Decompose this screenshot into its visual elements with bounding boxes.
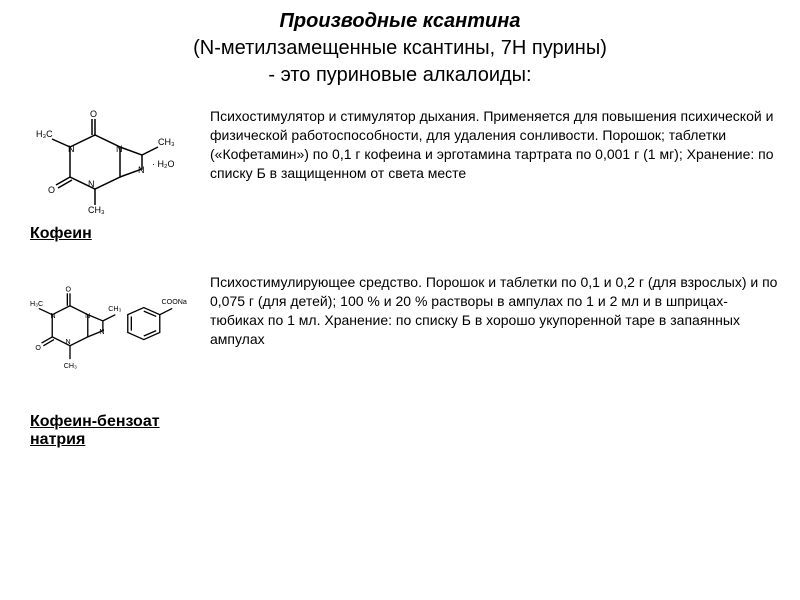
page-subtitle: (N-метилзамещенные ксантины, 7Н пурины) [20,37,780,60]
svg-text:N: N [138,165,145,175]
caffeine-benzoate-structure-svg: O O H₃C CH₃ CH₃ N N N N COONa [30,273,190,383]
compound-name: Кофеин [30,225,200,243]
svg-text:O: O [35,344,41,352]
svg-text:N: N [88,179,95,189]
svg-text:CH₃: CH₃ [64,362,77,370]
svg-text:O: O [48,185,55,195]
svg-text:N: N [50,312,55,320]
page-title: Производные ксантина [20,10,780,33]
svg-text:N: N [85,312,90,320]
structure-column: O O H₃C CH₃ CH₃ N N N N · H₂O Кофеин [20,107,200,243]
svg-text:H₃C: H₃C [36,129,53,139]
svg-text:CH₃: CH₃ [158,137,175,147]
compound-description: Психостимулятор и стимулятор дыхания. Пр… [200,107,780,183]
svg-text:N: N [116,144,123,154]
compound-section: O O H₃C CH₃ CH₃ N N N N COONa Кофеин-бен… [20,273,780,449]
svg-text:O: O [66,286,72,294]
svg-text:O: O [90,109,97,119]
compound-description: Психостимулирующее средство. Порошок и т… [200,273,780,349]
svg-text:CH₃: CH₃ [88,205,105,215]
svg-text:N: N [66,338,71,346]
svg-text:H₃C: H₃C [30,300,43,308]
compound-name: Кофеин-бензоат натрия [30,413,200,449]
svg-text:· H₂O: · H₂O [152,159,175,169]
caffeine-structure-svg: O O H₃C CH₃ CH₃ N N N N · H₂O [30,107,190,217]
page-subtitle2: - это пуриновые алкалоиды: [20,64,780,87]
svg-text:CH₃: CH₃ [108,305,121,313]
header: Производные ксантина (N-метилзамещенные … [20,10,780,87]
chemical-structure-caffeine-benzoate: O O H₃C CH₃ CH₃ N N N N COONa [30,273,190,383]
svg-text:N: N [68,144,75,154]
chemical-structure-caffeine: O O H₃C CH₃ CH₃ N N N N · H₂O [30,107,190,217]
structure-column: O O H₃C CH₃ CH₃ N N N N COONa Кофеин-бен… [20,273,200,449]
svg-text:COONa: COONa [162,298,187,306]
compound-section: O O H₃C CH₃ CH₃ N N N N · H₂O Кофеин Пси… [20,107,780,243]
svg-text:N: N [99,328,104,336]
